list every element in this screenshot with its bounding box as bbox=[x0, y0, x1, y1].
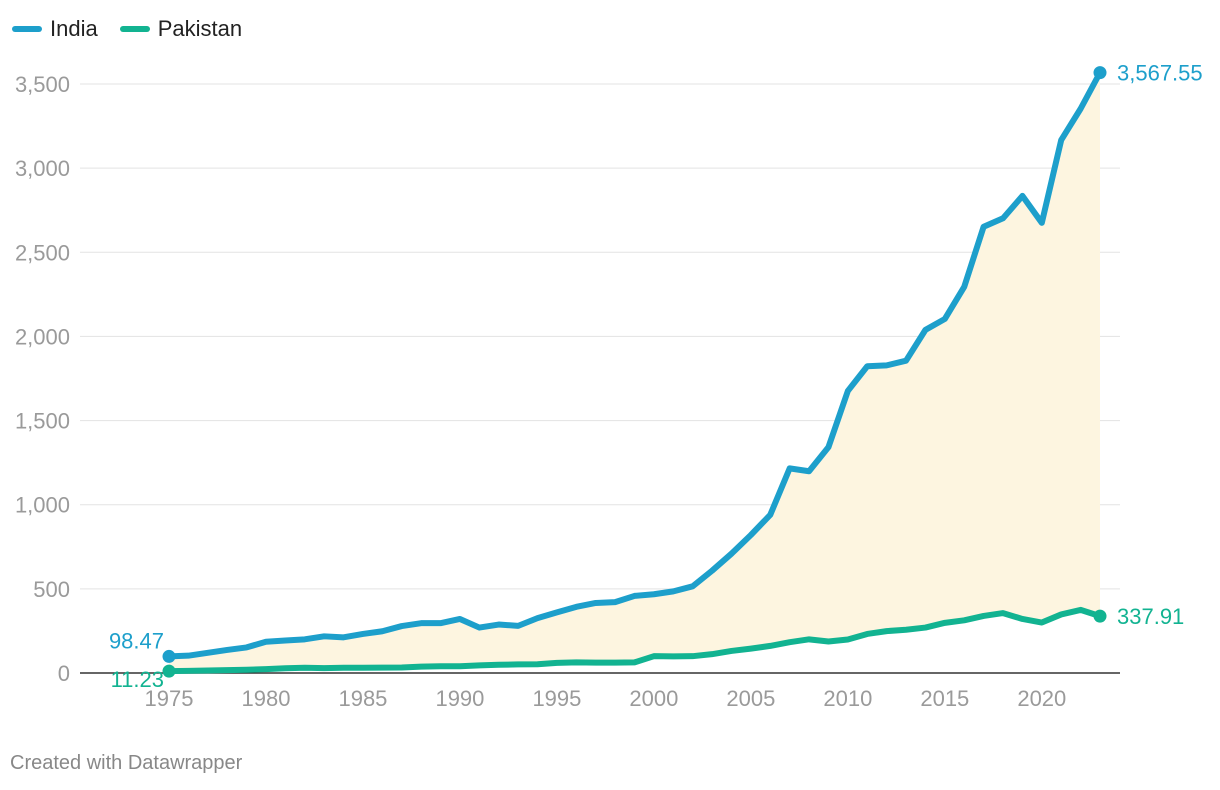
legend-label-india: India bbox=[50, 16, 98, 41]
series-line-pakistan bbox=[166, 606, 1103, 675]
y-tick-label: 3,000 bbox=[15, 156, 70, 181]
x-tick-label: 2005 bbox=[726, 686, 775, 711]
x-tick-label: 2000 bbox=[629, 686, 678, 711]
x-tick-label: 2020 bbox=[1017, 686, 1066, 711]
legend-item-pakistan: Pakistan bbox=[119, 16, 243, 42]
y-tick-label: 2,500 bbox=[15, 240, 70, 265]
y-tick-label: 500 bbox=[33, 577, 70, 602]
legend-item-india: India bbox=[12, 16, 98, 42]
x-tick-label: 2015 bbox=[920, 686, 969, 711]
legend-swatch-india bbox=[12, 26, 42, 32]
y-tick-label: 1,000 bbox=[15, 493, 70, 518]
series-start-label-pakistan: 11.23 bbox=[111, 667, 164, 692]
legend: India Pakistan bbox=[12, 16, 242, 42]
y-tick-label: 2,000 bbox=[15, 324, 70, 349]
line-chart: 0 500 1,000 1,500 2,000 2,500 3,000 3,500 1975 19… bbox=[15, 61, 1203, 711]
x-tick-label: 1975 bbox=[145, 686, 194, 711]
series-end-label-india: 3,567.55 bbox=[1117, 61, 1203, 86]
series-end-point-pakistan bbox=[1093, 609, 1107, 623]
legend-label-pakistan: Pakistan bbox=[157, 16, 243, 41]
series-end-label-pakistan: 337.91 bbox=[1117, 604, 1184, 629]
y-tick-label: 3,500 bbox=[15, 72, 70, 97]
series-start-point-india bbox=[162, 649, 176, 663]
x-tick-label: 1990 bbox=[435, 686, 484, 711]
series-start-point-pakistan bbox=[162, 664, 176, 678]
y-tick-label: 1,500 bbox=[15, 409, 70, 434]
x-tick-label: 1995 bbox=[532, 686, 581, 711]
x-tick-label: 2010 bbox=[823, 686, 872, 711]
area-between-series bbox=[169, 72, 1100, 672]
x-tick-label: 1985 bbox=[338, 686, 387, 711]
series-start-label-india: 98.47 bbox=[109, 628, 164, 653]
legend-swatch-pakistan bbox=[119, 26, 150, 32]
x-tick-label: 1980 bbox=[242, 686, 291, 711]
series-end-point-india bbox=[1093, 66, 1107, 80]
y-tick-label: 0 bbox=[58, 661, 70, 686]
series-line-india bbox=[166, 69, 1103, 660]
footer-credit: Created with Datawrapper bbox=[10, 752, 243, 774]
